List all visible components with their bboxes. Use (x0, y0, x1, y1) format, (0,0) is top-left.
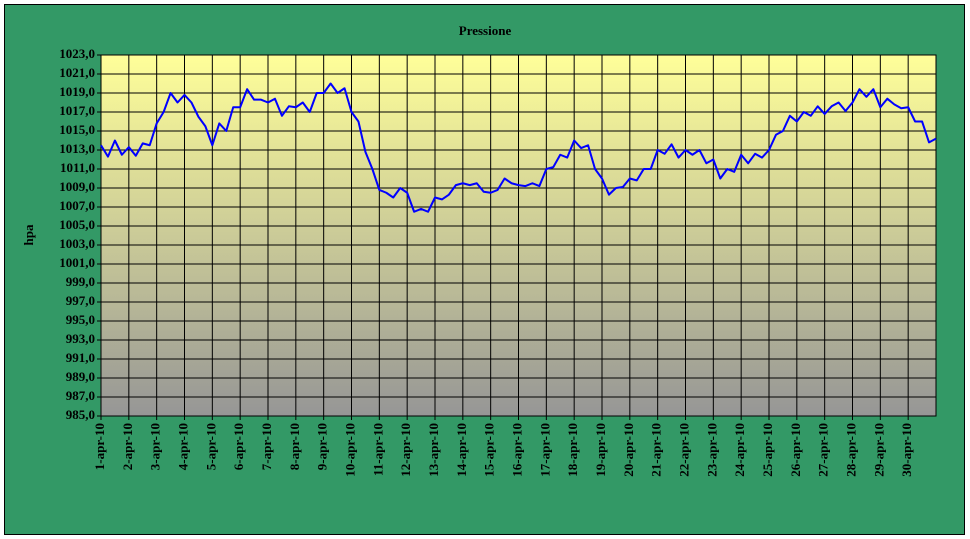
x-tick-label: 25-apr-10 (760, 423, 775, 477)
x-tick-label: 13-apr-10 (426, 423, 441, 477)
x-tick-label: 2-apr-10 (120, 423, 135, 470)
x-tick-label: 15-apr-10 (482, 423, 497, 477)
y-tick-label: 1021,0 (59, 65, 95, 80)
y-tick-label: 1015,0 (59, 122, 95, 137)
x-tick-label: 26-apr-10 (788, 423, 803, 477)
y-tick-label: 989,0 (66, 369, 95, 384)
x-tick-label: 21-apr-10 (649, 423, 664, 477)
line-series (100, 82, 937, 213)
y-tick-label: 1013,0 (59, 141, 95, 156)
y-tick-label: 991,0 (66, 350, 95, 365)
x-tick-label: 1-apr-10 (92, 423, 107, 470)
x-tick-label: 8-apr-10 (287, 423, 302, 470)
x-tick-label: 20-apr-10 (621, 423, 636, 477)
y-tick-label: 995,0 (66, 312, 95, 327)
y-tick-label: 1023,0 (59, 46, 95, 61)
x-tick-label: 28-apr-10 (843, 423, 858, 477)
x-tick-label: 24-apr-10 (732, 423, 747, 477)
x-tick-label: 18-apr-10 (565, 423, 580, 477)
y-tick-label: 1005,0 (59, 217, 95, 232)
y-tick-label: 997,0 (66, 293, 95, 308)
y-tick-label: 985,0 (66, 407, 95, 422)
x-tick-label: 23-apr-10 (704, 423, 719, 477)
x-tick-label: 3-apr-10 (148, 423, 163, 470)
x-tick-label: 6-apr-10 (231, 423, 246, 470)
y-tick-label: 1009,0 (59, 179, 95, 194)
x-tick-label: 10-apr-10 (342, 423, 357, 477)
x-tick-label: 14-apr-10 (454, 423, 469, 477)
x-tick-label: 30-apr-10 (899, 423, 914, 477)
x-tick-label: 27-apr-10 (816, 423, 831, 477)
x-tick-label: 17-apr-10 (537, 423, 552, 477)
x-tick-label: 7-apr-10 (259, 423, 274, 470)
y-tick-label: 1017,0 (59, 103, 95, 118)
y-tick-label: 987,0 (66, 388, 95, 403)
y-tick-label: 1003,0 (59, 236, 95, 251)
y-tick-label: 1019,0 (59, 84, 95, 99)
x-tick-label: 12-apr-10 (398, 423, 413, 477)
x-tick-label: 16-apr-10 (509, 423, 524, 477)
y-tick-label: 999,0 (66, 274, 95, 289)
x-tick-label: 4-apr-10 (175, 423, 190, 470)
x-tick-label: 9-apr-10 (315, 423, 330, 470)
x-tick-label: 19-apr-10 (593, 423, 608, 477)
y-tick-label: 993,0 (66, 331, 95, 346)
plot: 985,0 987,0 989,0 991,0 993,0 995,0 997,0 999,0… (59, 46, 937, 477)
x-tick-label: 11-apr-10 (370, 423, 385, 476)
x-tick-label: 22-apr-10 (676, 423, 691, 477)
plot-border (100, 54, 937, 417)
x-tick-label: 5-apr-10 (203, 423, 218, 470)
y-tick-label: 1001,0 (59, 255, 95, 270)
y-tick-label: 1007,0 (59, 198, 95, 213)
y-axis-label: hpa (21, 224, 36, 245)
chart-title: Pressione (459, 23, 512, 38)
x-tick-label: 29-apr-10 (871, 423, 886, 477)
y-tick-label: 1011,0 (60, 160, 95, 175)
